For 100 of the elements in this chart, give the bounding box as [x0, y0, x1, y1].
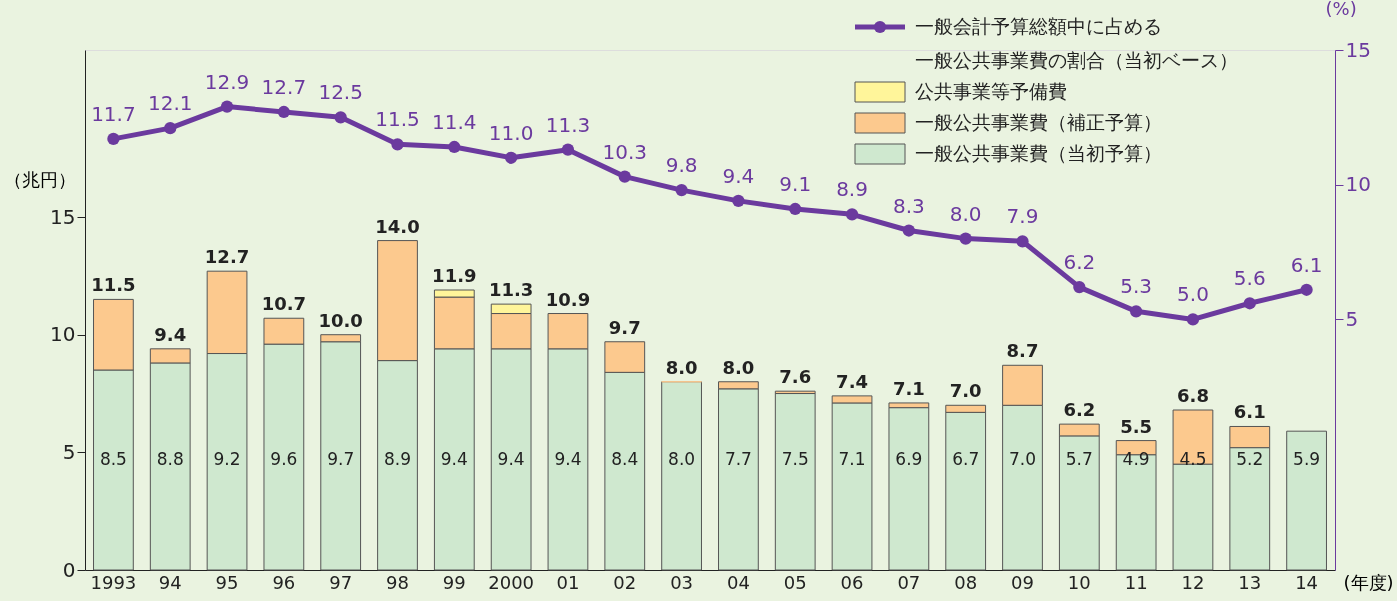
data-label: 6.9 [895, 449, 923, 469]
point [959, 232, 972, 245]
point [732, 194, 745, 207]
total-label: 10.0 [318, 309, 363, 331]
data-label: 9.4 [722, 163, 755, 188]
point [448, 140, 461, 154]
x-tick-label: 04 [726, 571, 750, 593]
data-label: 11.0 [488, 120, 534, 145]
point [618, 170, 631, 183]
legend-label: 一般公共事業費（当初予算） [915, 142, 1162, 164]
data-label: 8.0 [668, 449, 696, 469]
point [1186, 313, 1200, 326]
x-tick-label: 01 [556, 571, 580, 593]
data-label: 5.9 [1293, 449, 1321, 469]
y2-tick-label: 15 [1345, 37, 1371, 62]
x-tick-label: 14 [1295, 571, 1319, 593]
x-tick-label: 11 [1124, 571, 1148, 593]
total-label: 6.1 [1233, 401, 1266, 423]
legend-label: 公共事業等予備費 [915, 80, 1067, 102]
data-label: 7.7 [724, 449, 752, 469]
point [675, 183, 688, 197]
total-label: 14.0 [375, 215, 420, 237]
x-tick-label: 13 [1238, 571, 1262, 593]
data-label: 9.4 [554, 449, 582, 469]
data-label: 11.5 [375, 107, 420, 132]
total-label: 12.7 [204, 246, 250, 268]
data-label: 7.0 [1008, 449, 1037, 469]
x-tick-label: 08 [954, 571, 978, 593]
data-label: 8.5 [99, 449, 127, 469]
data-label: 12.7 [261, 74, 307, 99]
data-label: 11.3 [545, 112, 591, 137]
total-label: 11.5 [91, 274, 136, 296]
point [845, 208, 859, 221]
total-label: 11.9 [432, 265, 477, 286]
data-label: 12.1 [147, 91, 193, 116]
data-label: 9.4 [497, 449, 525, 469]
y2-tick-label: 10 [1345, 172, 1371, 197]
x-tick-label: 02 [613, 571, 637, 593]
legend-label: 一般公共事業費（補正予算） [915, 111, 1162, 133]
y-tick-label: 10 [50, 322, 76, 347]
total-label: 11.3 [488, 279, 534, 301]
total-label: 7.0 [949, 380, 982, 402]
bar [774, 393, 816, 571]
data-label: 5.3 [1120, 274, 1153, 299]
total-label: 6.2 [1063, 399, 1096, 421]
data-label: 5.6 [1233, 266, 1266, 291]
data-label: 5.7 [1065, 449, 1093, 469]
x-tick-label: 2000 [488, 571, 535, 593]
point [789, 202, 802, 216]
x-tick-label: 12 [1181, 571, 1205, 593]
x-tick-label: 10 [1067, 571, 1091, 593]
bar [661, 381, 702, 571]
total-label: 5.5 [1120, 415, 1153, 437]
total-label: 9.7 [608, 316, 641, 338]
point [391, 138, 404, 151]
total-label: 6.8 [1177, 385, 1209, 406]
point [505, 151, 518, 164]
x-tick-label: 03 [670, 571, 694, 593]
bar [1286, 430, 1327, 571]
x-tick-label: 97 [329, 571, 353, 593]
data-label: 8.9 [383, 449, 412, 469]
data-label: 8.9 [836, 177, 868, 202]
y2-tick-label: 5 [1345, 306, 1359, 331]
total-label: 9.4 [154, 323, 187, 345]
x-tick-label: 06 [840, 571, 864, 593]
data-label: 9.8 [665, 153, 698, 178]
point [220, 100, 234, 113]
legend-label: 一般会計予算総額中に占める一般公共事業費の割合（当初ベース） [915, 15, 1238, 71]
x-tick-label: 1993 [90, 571, 137, 593]
x-tick-label: 05 [783, 571, 807, 593]
x-tick-label: 09 [1011, 571, 1034, 593]
x-tick-label: 98 [386, 571, 409, 593]
point [561, 143, 575, 156]
data-label: 11.4 [432, 109, 477, 134]
x-tick-label: 95 [215, 571, 239, 593]
data-label: 8.4 [611, 449, 639, 469]
total-label: 10.9 [545, 288, 591, 310]
data-label: 9.2 [213, 449, 241, 469]
data-label: 10.3 [602, 139, 648, 164]
data-label: 8.3 [892, 193, 925, 218]
total-label: 7.1 [892, 377, 925, 399]
y-tick-label: 15 [50, 204, 76, 229]
point [902, 224, 915, 237]
data-label: 12.5 [318, 80, 363, 105]
y-axis-title: （兆円） [3, 168, 76, 190]
data-label: 11.7 [91, 101, 136, 126]
x-tick-label: 99 [442, 571, 466, 593]
y2-axis-title: (%) [1325, 0, 1357, 19]
point [1016, 235, 1029, 248]
data-label: 6.2 [1063, 250, 1096, 275]
y-tick-label: 0 [62, 557, 76, 582]
data-label: 5.2 [1236, 449, 1264, 469]
data-label: 9.4 [440, 449, 468, 469]
x-tick-label: 07 [897, 571, 921, 593]
data-label: 8.8 [156, 449, 184, 469]
point [164, 122, 177, 135]
point [1300, 283, 1313, 296]
data-label: 12.9 [204, 69, 250, 94]
total-label: 8.0 [665, 356, 698, 378]
data-label: 5.0 [1177, 282, 1209, 307]
